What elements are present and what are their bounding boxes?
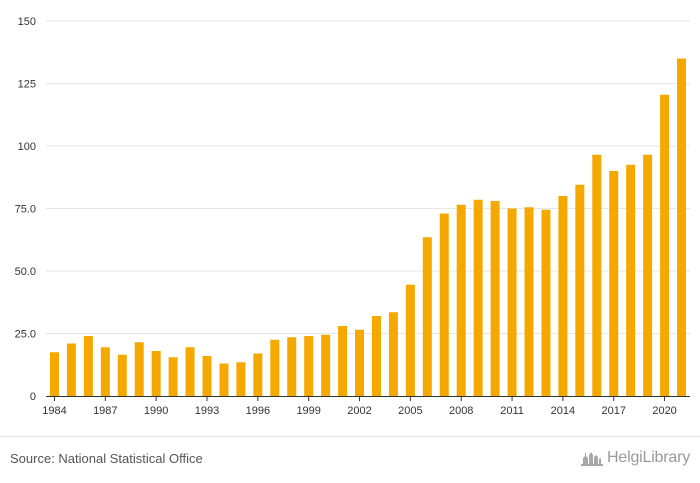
bar-1987[interactable] [100, 347, 110, 396]
bar-2006[interactable] [422, 237, 432, 396]
bar-1993[interactable] [202, 356, 212, 396]
source-note: Source: National Statistical Office [10, 451, 203, 466]
x-tick-label: 2011 [500, 405, 524, 417]
bar-2013[interactable] [541, 209, 551, 396]
bar-2017[interactable] [609, 171, 619, 396]
x-tick-label: 1999 [296, 405, 320, 417]
y-tick-label: 50.0 [15, 266, 36, 278]
bar-2015[interactable] [575, 184, 585, 396]
bar-2005[interactable] [405, 284, 415, 396]
bar-2008[interactable] [456, 204, 466, 396]
bar-2019[interactable] [643, 154, 653, 396]
x-tick-labels: 1984 1987 1990 1993 1996 1999 2002 2005 2008 2011… [42, 396, 677, 417]
x-tick-label: 2020 [652, 405, 676, 417]
bar-2014[interactable] [558, 196, 568, 396]
bar-2004[interactable] [388, 312, 398, 396]
helgi-logo-icon [581, 452, 604, 466]
y-tick-label: 25.0 [15, 329, 36, 341]
bar-2007[interactable] [439, 213, 449, 397]
bar-1986[interactable] [83, 336, 93, 396]
x-tick-label: 1993 [195, 405, 219, 417]
x-tick-label: 1996 [246, 405, 270, 417]
x-tick-label: 2008 [449, 405, 473, 417]
bars [49, 58, 687, 397]
bar-2010[interactable] [490, 201, 500, 396]
y-tick-label: 0 [30, 391, 36, 403]
bar-1996[interactable] [253, 353, 263, 397]
bar-2016[interactable] [592, 154, 602, 396]
x-tick-label: 2014 [551, 405, 575, 417]
bar-1984[interactable] [49, 352, 59, 396]
bar-1995[interactable] [236, 362, 246, 396]
y-tick-label: 150 [18, 16, 36, 28]
x-tick-label: 2005 [398, 405, 422, 417]
y-tick-label: 75.0 [15, 204, 36, 216]
brand-logo[interactable]: HelgiLibrary [581, 449, 690, 467]
bar-1998[interactable] [287, 337, 297, 396]
bar-1991[interactable] [168, 357, 178, 396]
x-tick-label: 1984 [42, 405, 66, 417]
x-tick-label: 2017 [601, 405, 625, 417]
bar-1988[interactable] [117, 354, 127, 396]
bar-2020[interactable] [660, 94, 670, 396]
bar-2000[interactable] [321, 334, 331, 396]
x-tick-label: 2002 [347, 405, 371, 417]
y-tick-labels: 0 25.0 50.0 75.0 100 125 150 [15, 16, 36, 403]
bar-1999[interactable] [304, 336, 314, 396]
bar-1992[interactable] [185, 347, 195, 396]
x-tick-label: 1987 [93, 405, 117, 417]
bar-2012[interactable] [524, 207, 534, 396]
x-tick-label: 1990 [144, 405, 168, 417]
bar-2002[interactable] [355, 329, 365, 396]
bar-2001[interactable] [338, 326, 348, 396]
bar-1994[interactable] [219, 363, 229, 397]
bar-2018[interactable] [626, 164, 636, 396]
y-tick-label: 100 [18, 141, 36, 153]
bar-1990[interactable] [151, 351, 161, 396]
footer-divider [0, 436, 700, 437]
bar-2003[interactable] [371, 316, 381, 396]
bar-2021[interactable] [677, 58, 687, 397]
bar-1989[interactable] [134, 342, 144, 396]
bar-1985[interactable] [66, 343, 76, 397]
y-tick-label: 125 [18, 79, 36, 91]
bar-2011[interactable] [507, 208, 517, 397]
brand-name: HelgiLibrary [607, 449, 690, 466]
bar-2009[interactable] [473, 199, 483, 396]
bar-1997[interactable] [270, 339, 280, 396]
